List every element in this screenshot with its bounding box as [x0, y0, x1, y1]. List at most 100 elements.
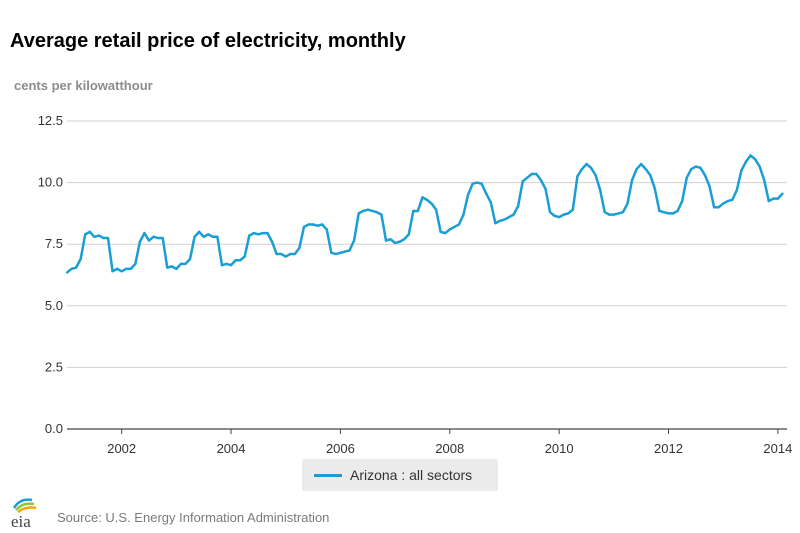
data-point[interactable]: [439, 230, 442, 234]
data-point[interactable]: [330, 251, 333, 255]
data-point[interactable]: [152, 235, 155, 239]
data-point[interactable]: [234, 259, 237, 262]
data-point[interactable]: [630, 178, 634, 182]
data-point[interactable]: [576, 175, 579, 178]
data-point[interactable]: [129, 267, 132, 271]
data-point[interactable]: [289, 252, 292, 256]
data-point[interactable]: [375, 210, 379, 214]
data-point[interactable]: [389, 238, 392, 241]
data-point[interactable]: [503, 218, 506, 221]
data-point[interactable]: [434, 208, 438, 211]
legend-label[interactable]: Arizona : all sectors: [350, 467, 473, 483]
data-point[interactable]: [740, 169, 743, 172]
data-point[interactable]: [690, 167, 693, 171]
data-point[interactable]: [202, 235, 205, 239]
data-point[interactable]: [416, 209, 420, 213]
data-point[interactable]: [585, 162, 588, 166]
data-point[interactable]: [170, 265, 174, 268]
data-point[interactable]: [211, 235, 215, 239]
data-point[interactable]: [348, 249, 351, 252]
data-point[interactable]: [229, 263, 233, 267]
data-point[interactable]: [125, 267, 128, 271]
data-point[interactable]: [102, 236, 105, 240]
data-point[interactable]: [188, 257, 192, 261]
data-point[interactable]: [507, 215, 511, 219]
data-point[interactable]: [635, 167, 638, 171]
data-point[interactable]: [658, 209, 661, 213]
data-point[interactable]: [699, 166, 702, 170]
data-point[interactable]: [88, 230, 91, 234]
data-point[interactable]: [115, 267, 119, 271]
data-point[interactable]: [197, 230, 201, 234]
data-point[interactable]: [781, 192, 784, 195]
data-point[interactable]: [776, 197, 780, 200]
data-point[interactable]: [530, 172, 534, 176]
data-point[interactable]: [311, 223, 315, 226]
data-point[interactable]: [65, 271, 69, 274]
data-point[interactable]: [275, 252, 278, 256]
data-point[interactable]: [772, 197, 775, 200]
data-point[interactable]: [207, 233, 210, 236]
data-point[interactable]: [553, 214, 556, 218]
data-point[interactable]: [485, 192, 488, 195]
data-point[interactable]: [717, 206, 720, 209]
data-point[interactable]: [362, 209, 365, 213]
data-point[interactable]: [84, 233, 87, 236]
data-point[interactable]: [220, 263, 224, 267]
data-point[interactable]: [612, 213, 616, 216]
data-point[interactable]: [562, 213, 565, 216]
data-point[interactable]: [307, 223, 310, 226]
data-point[interactable]: [731, 198, 734, 202]
data-point[interactable]: [352, 239, 356, 242]
data-point[interactable]: [384, 239, 388, 242]
data-point[interactable]: [147, 239, 151, 242]
data-point[interactable]: [726, 199, 729, 203]
data-point[interactable]: [339, 251, 342, 255]
data-point[interactable]: [134, 262, 137, 266]
data-point[interactable]: [293, 252, 297, 256]
data-point[interactable]: [161, 236, 164, 240]
data-point[interactable]: [175, 267, 178, 271]
data-point[interactable]: [475, 181, 479, 184]
data-point[interactable]: [266, 231, 269, 235]
data-point[interactable]: [489, 201, 492, 204]
data-point[interactable]: [143, 231, 146, 235]
data-point[interactable]: [430, 202, 433, 205]
data-point[interactable]: [407, 233, 410, 236]
data-point[interactable]: [243, 255, 246, 258]
data-point[interactable]: [111, 270, 114, 273]
data-point[interactable]: [498, 219, 502, 222]
data-point[interactable]: [106, 236, 110, 240]
data-point[interactable]: [193, 235, 196, 239]
data-point[interactable]: [548, 210, 552, 214]
data-point[interactable]: [535, 172, 538, 176]
data-point[interactable]: [393, 241, 397, 245]
data-point[interactable]: [471, 182, 474, 186]
data-point[interactable]: [744, 160, 748, 163]
data-point[interactable]: [722, 202, 725, 205]
data-point[interactable]: [261, 231, 265, 235]
data-point[interactable]: [225, 262, 228, 266]
data-point[interactable]: [421, 196, 424, 199]
data-point[interactable]: [521, 180, 524, 183]
data-point[interactable]: [97, 234, 101, 237]
data-point[interactable]: [380, 213, 383, 216]
data-point[interactable]: [603, 210, 606, 214]
data-point[interactable]: [567, 212, 570, 215]
data-point[interactable]: [685, 176, 688, 179]
data-point[interactable]: [448, 228, 451, 231]
data-point[interactable]: [216, 235, 219, 239]
data-point[interactable]: [79, 257, 82, 261]
data-point[interactable]: [653, 187, 657, 190]
data-point[interactable]: [325, 228, 328, 231]
data-point[interactable]: [334, 252, 338, 256]
data-point[interactable]: [298, 246, 301, 250]
data-point[interactable]: [680, 199, 684, 203]
data-point[interactable]: [403, 238, 406, 241]
data-point[interactable]: [444, 231, 447, 235]
data-point[interactable]: [735, 188, 739, 192]
data-point[interactable]: [639, 162, 643, 166]
data-point[interactable]: [662, 210, 666, 214]
data-point[interactable]: [248, 234, 251, 237]
data-point[interactable]: [763, 178, 766, 182]
